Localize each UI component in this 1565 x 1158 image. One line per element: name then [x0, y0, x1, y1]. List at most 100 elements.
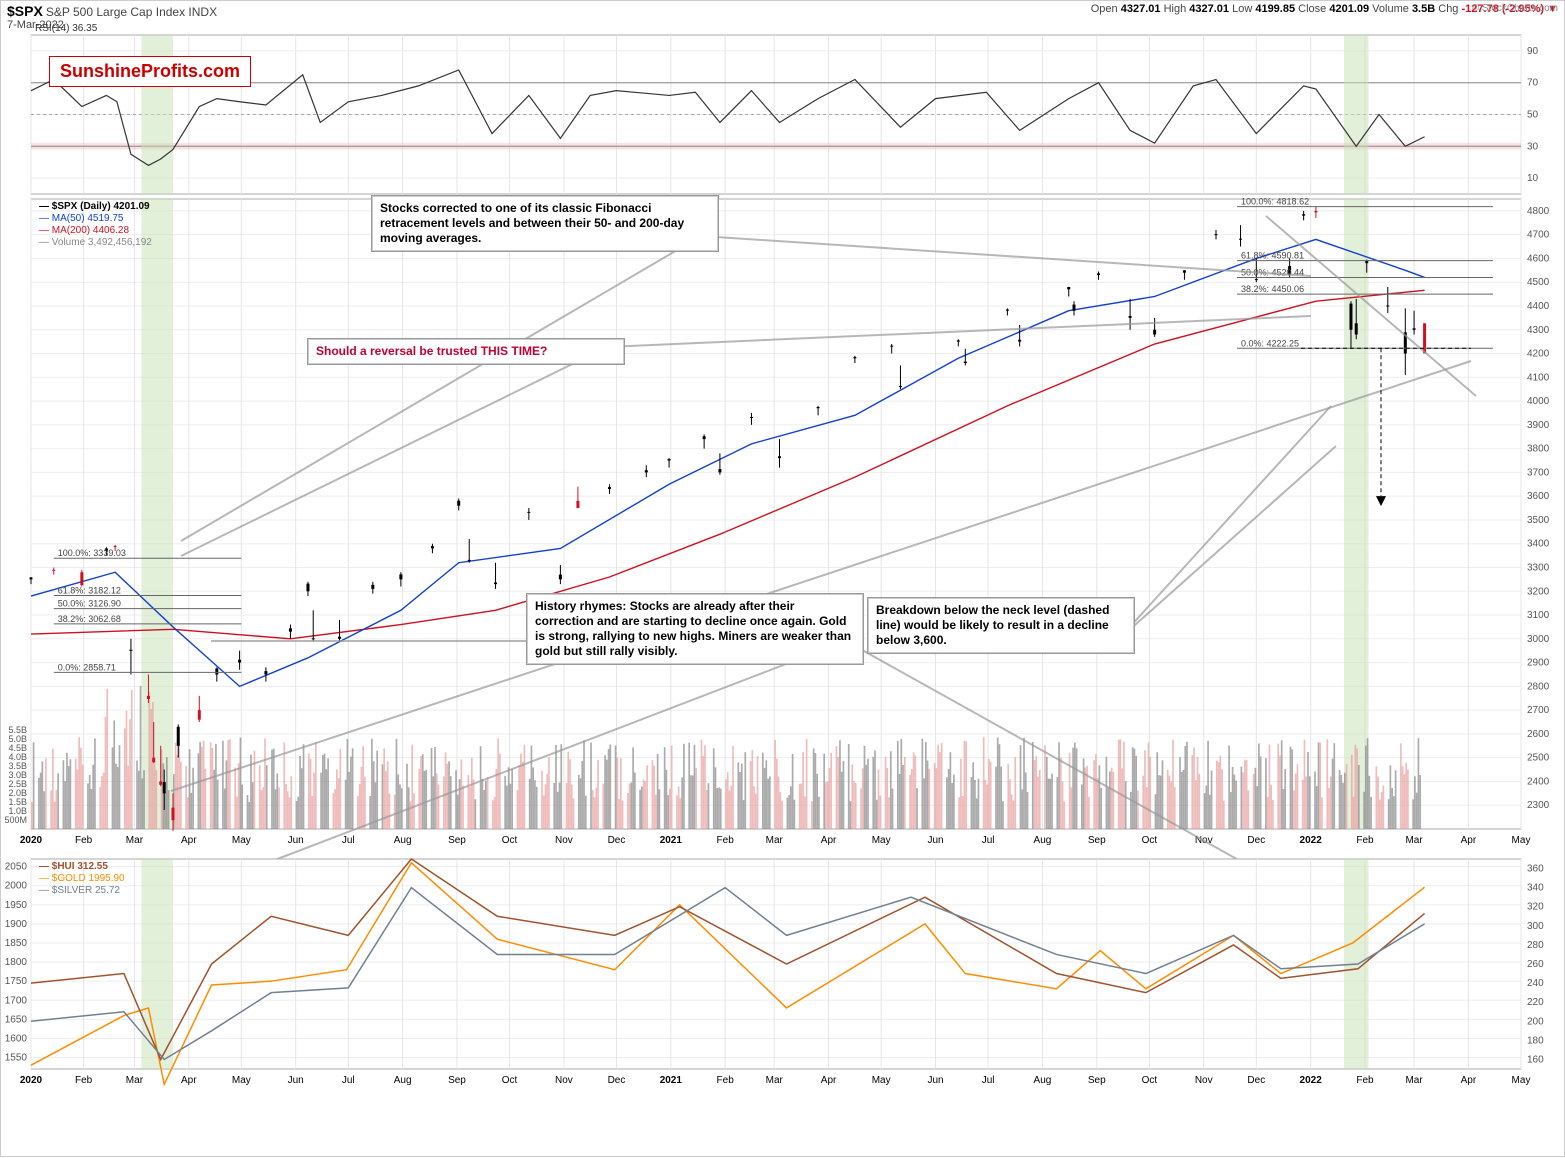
svg-text:2500: 2500	[1527, 753, 1550, 764]
watermark: SunshineProfits.com	[49, 56, 251, 87]
svg-text:1550: 1550	[5, 1053, 28, 1064]
svg-text:4600: 4600	[1527, 253, 1550, 264]
svg-text:1600: 1600	[5, 1033, 28, 1044]
annotation-history: History rhymes: Stocks are already after…	[526, 593, 864, 665]
svg-text:2022: 2022	[1300, 835, 1323, 846]
svg-text:50.0%: 3126.90: 50.0%: 3126.90	[58, 599, 121, 609]
svg-text:320: 320	[1527, 902, 1544, 913]
svg-text:Jun: Jun	[288, 835, 304, 846]
svg-text:2.0B: 2.0B	[8, 788, 27, 798]
svg-text:3200: 3200	[1527, 586, 1550, 597]
svg-text:Feb: Feb	[1356, 1075, 1374, 1086]
svg-text:Mar: Mar	[766, 1075, 784, 1086]
svg-text:220: 220	[1527, 997, 1544, 1008]
svg-text:Aug: Aug	[394, 835, 412, 846]
svg-text:3.0B: 3.0B	[8, 770, 27, 780]
svg-text:2700: 2700	[1527, 705, 1550, 716]
svg-text:3100: 3100	[1527, 610, 1550, 621]
svg-text:Mar: Mar	[1405, 1075, 1423, 1086]
svg-text:Oct: Oct	[1142, 835, 1158, 846]
lower-legend: — $HUI 312.55— $GOLD 1995.90— $SILVER 25…	[39, 861, 125, 897]
svg-text:1.5B: 1.5B	[8, 797, 27, 807]
svg-text:340: 340	[1527, 883, 1544, 894]
svg-text:61.8%: 3182.12: 61.8%: 3182.12	[58, 586, 121, 596]
svg-text:Apr: Apr	[1461, 835, 1477, 846]
svg-text:4500: 4500	[1527, 277, 1550, 288]
svg-text:4.0B: 4.0B	[8, 752, 27, 762]
svg-text:Dec: Dec	[608, 1075, 626, 1086]
svg-text:Nov: Nov	[555, 835, 573, 846]
svg-text:Feb: Feb	[75, 1075, 93, 1086]
svg-text:Jul: Jul	[342, 835, 355, 846]
svg-text:May: May	[872, 835, 891, 846]
svg-text:Feb: Feb	[717, 835, 735, 846]
svg-text:Dec: Dec	[1247, 1075, 1265, 1086]
svg-text:Mar: Mar	[1405, 835, 1423, 846]
svg-text:240: 240	[1527, 978, 1544, 989]
svg-text:3500: 3500	[1527, 515, 1550, 526]
svg-text:Dec: Dec	[1247, 835, 1265, 846]
svg-text:280: 280	[1527, 940, 1544, 951]
svg-text:2900: 2900	[1527, 658, 1550, 669]
svg-text:90: 90	[1527, 46, 1539, 57]
svg-text:4400: 4400	[1527, 301, 1550, 312]
svg-text:2021: 2021	[660, 835, 683, 846]
svg-text:4800: 4800	[1527, 206, 1550, 217]
svg-text:Nov: Nov	[555, 1075, 573, 1086]
svg-text:Jun: Jun	[927, 835, 943, 846]
svg-text:2020: 2020	[20, 1075, 43, 1086]
svg-text:500M: 500M	[4, 815, 27, 825]
svg-text:2020: 2020	[20, 835, 43, 846]
svg-text:Sep: Sep	[1088, 1075, 1106, 1086]
svg-text:160: 160	[1527, 1054, 1544, 1065]
svg-text:30: 30	[1527, 141, 1539, 152]
svg-text:1850: 1850	[5, 938, 28, 949]
svg-text:Aug: Aug	[394, 1075, 412, 1086]
svg-text:Feb: Feb	[717, 1075, 735, 1086]
svg-text:3.5B: 3.5B	[8, 761, 27, 771]
svg-text:1.0B: 1.0B	[8, 806, 27, 816]
svg-text:3800: 3800	[1527, 444, 1550, 455]
svg-text:0.0%: 4222.25: 0.0%: 4222.25	[1241, 338, 1299, 348]
svg-text:260: 260	[1527, 959, 1544, 970]
svg-text:360: 360	[1527, 864, 1544, 875]
svg-text:4100: 4100	[1527, 372, 1550, 383]
svg-text:2300: 2300	[1527, 800, 1550, 811]
svg-text:1650: 1650	[5, 1014, 28, 1025]
svg-text:Sep: Sep	[448, 1075, 466, 1086]
annotation-reversal: Should a reversal be trusted THIS TIME?	[307, 338, 625, 365]
svg-text:Oct: Oct	[1142, 1075, 1158, 1086]
svg-text:2022: 2022	[1300, 1075, 1323, 1086]
annotation-fib: Stocks corrected to one of its classic F…	[371, 195, 719, 252]
svg-text:Jul: Jul	[342, 1075, 355, 1086]
svg-text:Aug: Aug	[1034, 835, 1052, 846]
svg-text:2021: 2021	[660, 1075, 683, 1086]
svg-text:Apr: Apr	[821, 835, 837, 846]
svg-text:Apr: Apr	[181, 835, 197, 846]
svg-text:3700: 3700	[1527, 467, 1550, 478]
svg-text:2800: 2800	[1527, 681, 1550, 692]
svg-text:300: 300	[1527, 921, 1544, 932]
svg-text:180: 180	[1527, 1035, 1544, 1046]
svg-text:May: May	[232, 835, 251, 846]
svg-text:Sep: Sep	[1088, 835, 1106, 846]
svg-text:61.8%: 4590.81: 61.8%: 4590.81	[1241, 251, 1304, 261]
svg-text:4700: 4700	[1527, 230, 1550, 241]
svg-text:May: May	[1512, 835, 1531, 846]
svg-text:Apr: Apr	[1461, 1075, 1477, 1086]
svg-text:100.0%: 3339.03: 100.0%: 3339.03	[58, 548, 126, 558]
svg-text:May: May	[232, 1075, 251, 1086]
svg-text:3600: 3600	[1527, 491, 1550, 502]
svg-text:3000: 3000	[1527, 634, 1550, 645]
svg-text:Nov: Nov	[1195, 1075, 1213, 1086]
svg-text:4300: 4300	[1527, 325, 1550, 336]
svg-text:0.0%: 2858.71: 0.0%: 2858.71	[58, 662, 116, 672]
svg-text:2600: 2600	[1527, 729, 1550, 740]
svg-text:Jun: Jun	[288, 1075, 304, 1086]
svg-text:1750: 1750	[5, 976, 28, 987]
svg-text:2.5B: 2.5B	[8, 779, 27, 789]
svg-text:Mar: Mar	[126, 1075, 144, 1086]
chart-canvas: 1030507090RSI(14) 36.3523002400250026002…	[1, 1, 1565, 1158]
svg-text:May: May	[872, 1075, 891, 1086]
svg-text:Apr: Apr	[181, 1075, 197, 1086]
